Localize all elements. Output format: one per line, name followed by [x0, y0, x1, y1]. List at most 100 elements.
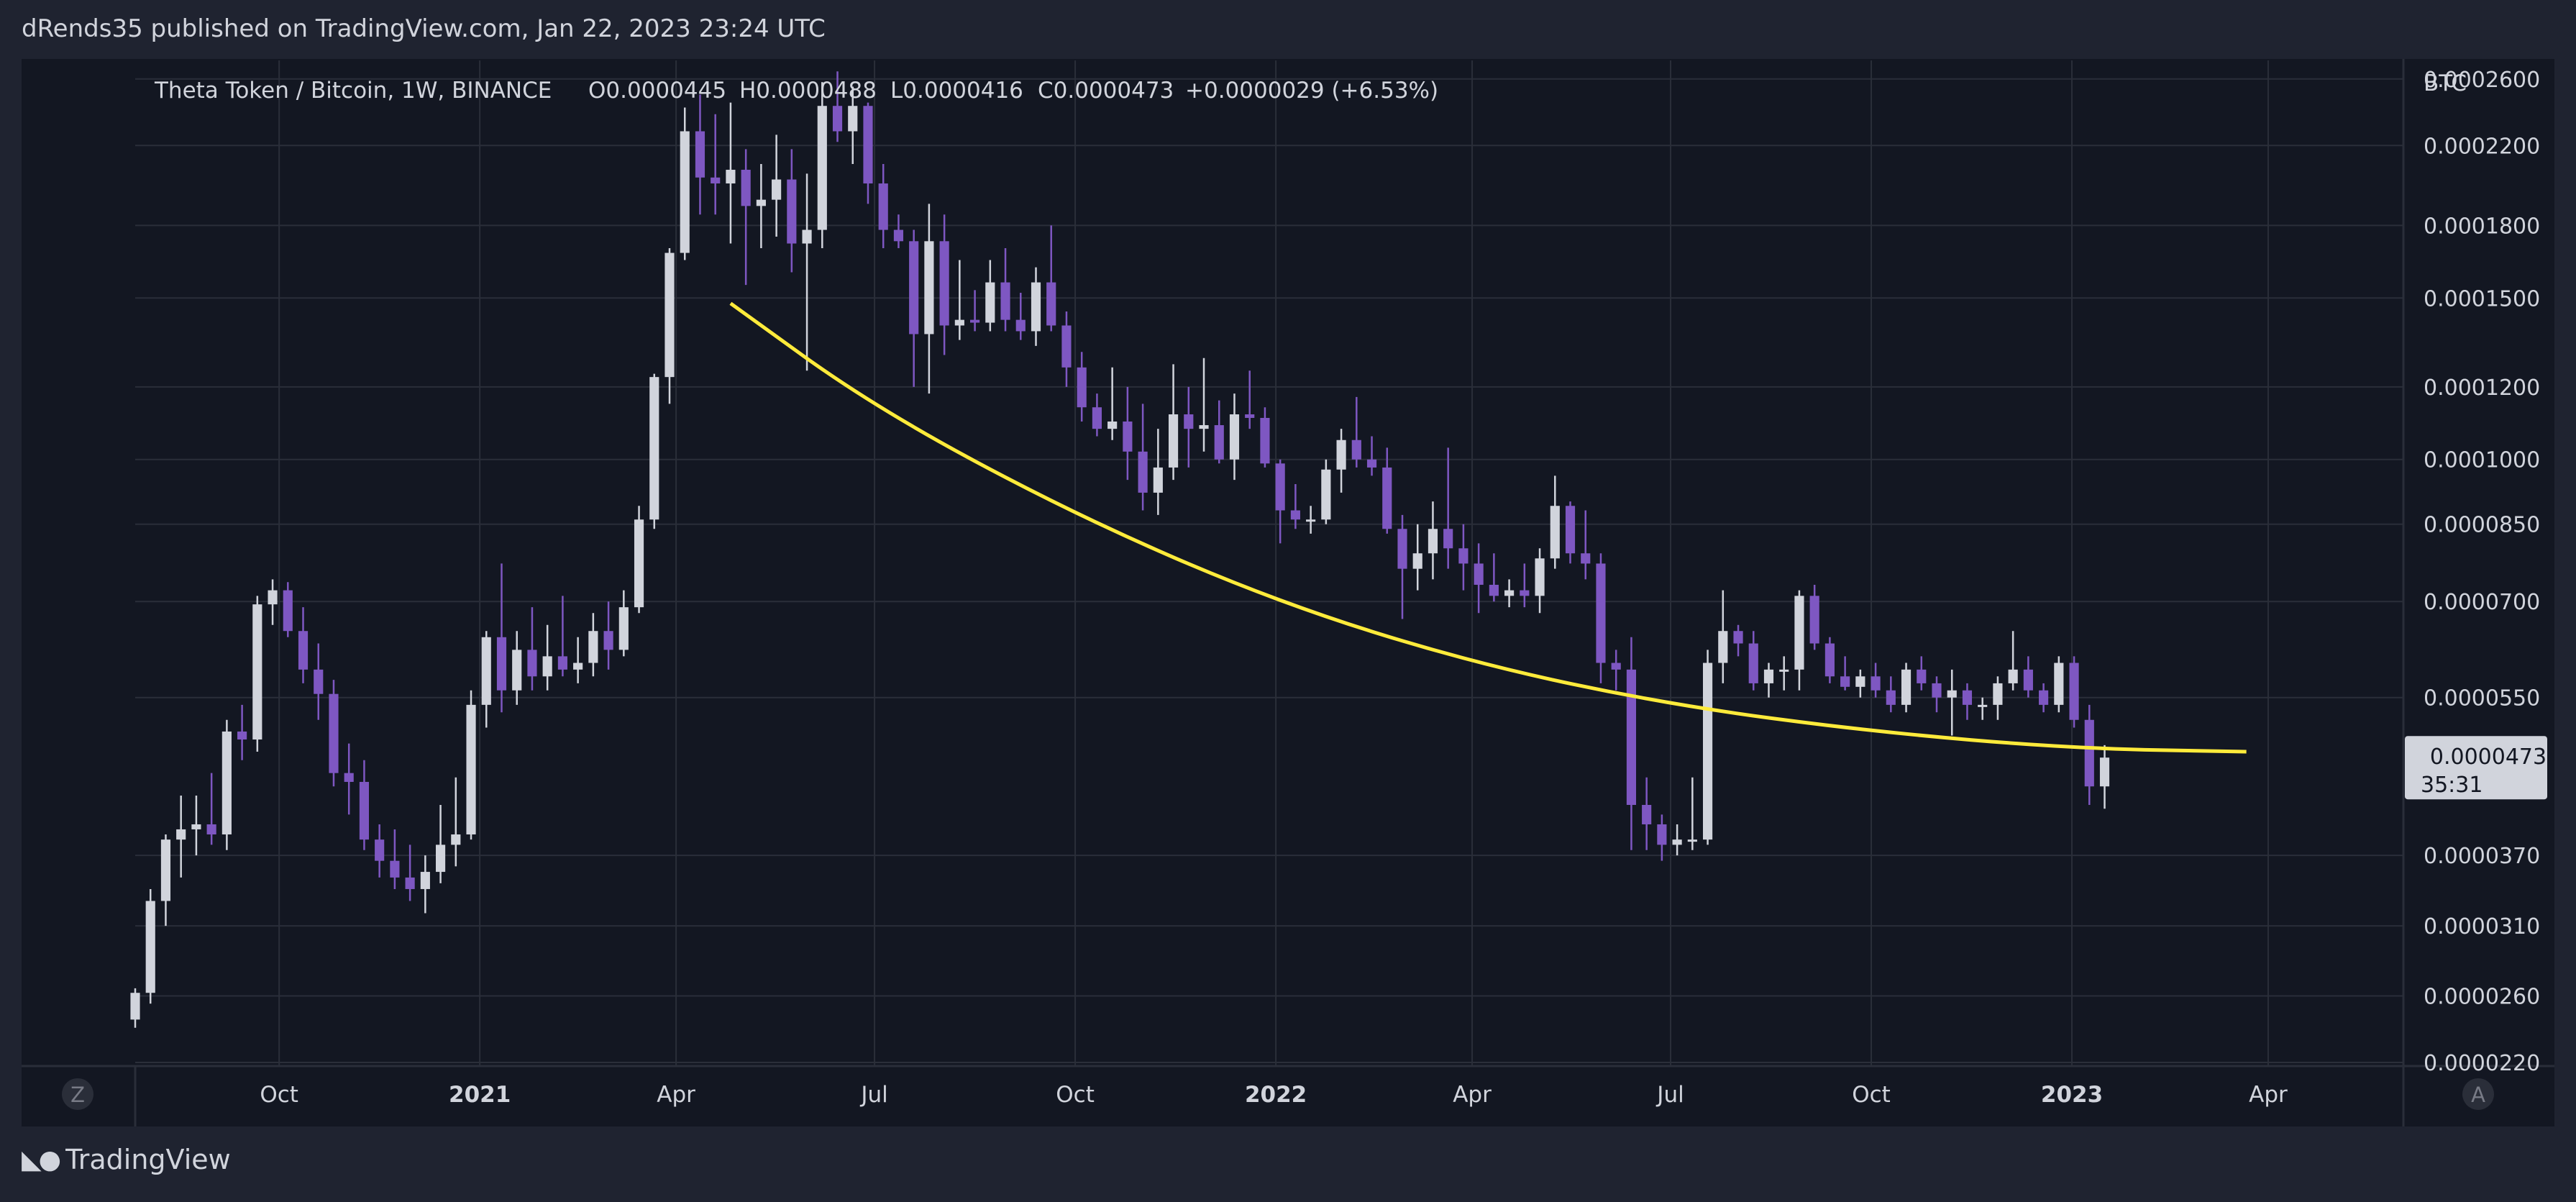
candle-body — [618, 607, 629, 650]
candle-body — [191, 824, 201, 829]
candle-body — [1809, 596, 1819, 644]
candle — [1168, 364, 1179, 481]
candle — [1871, 663, 1881, 698]
a-button-bg[interactable] — [2462, 1078, 2494, 1110]
candle — [1748, 631, 1758, 691]
brand-name: TradingView — [65, 1144, 231, 1175]
candle — [970, 290, 980, 332]
candle — [924, 204, 934, 394]
candle — [695, 94, 705, 215]
candle — [939, 214, 949, 355]
candle — [1932, 676, 1942, 713]
candle-body — [329, 693, 339, 773]
candle-body — [1199, 425, 1209, 429]
time-tick-label: 2022 — [1245, 1082, 1307, 1108]
candle — [1245, 370, 1255, 429]
candle — [1123, 386, 1133, 481]
z-button[interactable]: Z — [62, 1078, 93, 1110]
a-button[interactable]: A — [2462, 1078, 2494, 1110]
candle — [1520, 563, 1530, 608]
candle — [1794, 590, 1804, 691]
candle — [145, 888, 155, 1004]
candle-body — [1550, 506, 1560, 559]
candle — [435, 804, 446, 883]
candle — [512, 631, 522, 705]
price-tick-label: 0.0000850 — [2424, 513, 2540, 538]
candle-body — [1596, 563, 1606, 663]
candle — [618, 590, 629, 657]
a-button-label[interactable]: A — [2471, 1083, 2485, 1107]
z-button-bg[interactable] — [62, 1078, 93, 1110]
candle — [2039, 683, 2049, 713]
candle-body — [1733, 631, 1743, 644]
candle-body — [695, 131, 705, 178]
candle — [1535, 548, 1545, 614]
candle — [1474, 543, 1484, 614]
tradingview-brand[interactable]: ◣● TradingView — [22, 1144, 231, 1175]
chart-frame — [22, 59, 2554, 1126]
candle-body — [130, 993, 140, 1020]
candle-body — [1718, 631, 1728, 663]
candle-body — [1336, 440, 1346, 470]
candle-body — [1565, 506, 1576, 554]
candle-body — [1123, 421, 1133, 452]
candle — [191, 795, 201, 856]
candle-body — [1000, 282, 1010, 320]
candle-body — [1168, 414, 1179, 468]
candle — [2008, 631, 2018, 691]
candle-body — [1657, 824, 1667, 845]
candle-body — [1061, 325, 1072, 368]
candle-body — [1397, 529, 1407, 569]
candle — [1229, 393, 1240, 481]
time-tick-label: Oct — [260, 1082, 298, 1108]
time-tick-label: 2021 — [449, 1082, 511, 1108]
candle — [527, 607, 537, 691]
time-tick-label: Apr — [1453, 1082, 1492, 1108]
candle-body — [893, 229, 904, 242]
candle — [634, 506, 644, 614]
candle — [1260, 407, 1270, 468]
candle — [1351, 396, 1361, 468]
candle-body — [1855, 676, 1865, 687]
candle — [1565, 501, 1576, 564]
candle-body — [1520, 590, 1530, 596]
candle-body — [1978, 704, 1988, 707]
candle — [1015, 292, 1026, 340]
candle — [298, 607, 309, 683]
candle-body — [1794, 596, 1804, 670]
candle-body — [435, 844, 446, 873]
time-tick-label: Oct — [1852, 1082, 1891, 1108]
candle — [221, 719, 232, 850]
candle-body — [726, 169, 736, 184]
candle-body — [359, 781, 370, 840]
candle — [817, 82, 827, 249]
candle — [1046, 225, 1056, 332]
chart-legend: Theta Token / Bitcoin, 1W, BINANCE O0.00… — [154, 78, 1438, 104]
candle — [1978, 697, 1988, 720]
candle — [2023, 656, 2033, 698]
candle-body — [496, 637, 507, 691]
candle — [848, 86, 858, 165]
z-button-label[interactable]: Z — [70, 1083, 85, 1107]
legend-symbol: Theta Token / Bitcoin, 1W, BINANCE — [154, 78, 552, 104]
candle-body — [1229, 414, 1240, 460]
candle — [1397, 514, 1407, 619]
candle-body — [1366, 459, 1377, 468]
candle-body — [221, 731, 232, 835]
candle-body — [1581, 553, 1591, 564]
candle — [1382, 447, 1392, 534]
candle — [420, 855, 430, 914]
candle — [1336, 429, 1346, 493]
trendline[interactable] — [729, 301, 2247, 754]
candle — [1611, 650, 1621, 691]
candle-body — [1306, 519, 1316, 522]
candle — [802, 173, 812, 371]
candle-body — [680, 131, 690, 253]
candle-body — [1932, 683, 1942, 698]
price-tick-label: 0.0000260 — [2424, 984, 2540, 1009]
candle — [1077, 352, 1087, 422]
candle — [1581, 510, 1591, 580]
candle-body — [1092, 407, 1102, 429]
price-tick-label: 0.0000310 — [2424, 914, 2540, 939]
